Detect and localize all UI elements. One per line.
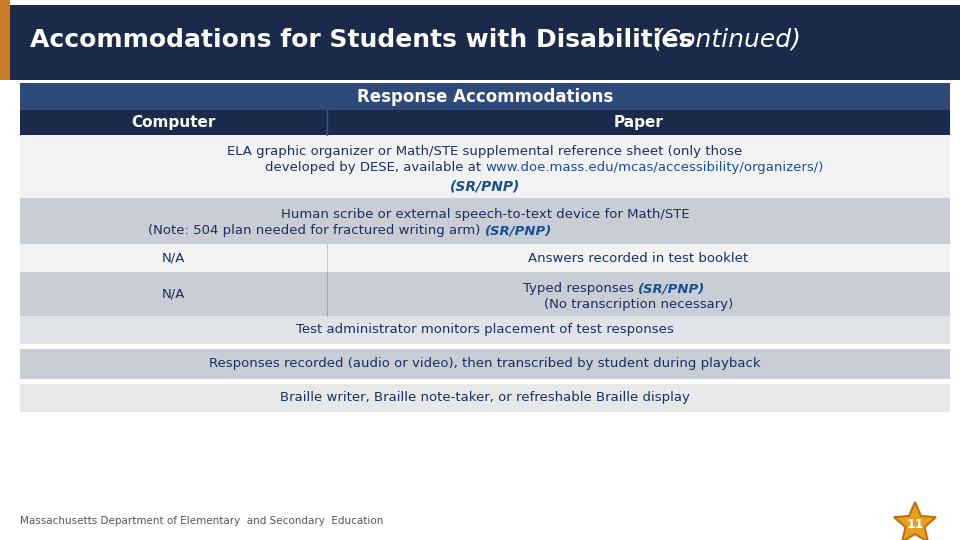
Text: Answers recorded in test booklet: Answers recorded in test booklet	[528, 252, 749, 265]
FancyBboxPatch shape	[20, 349, 950, 379]
Text: developed by DESE, available at: developed by DESE, available at	[265, 161, 485, 174]
FancyBboxPatch shape	[20, 272, 950, 316]
Text: ELA graphic organizer or Math/STE supplemental reference sheet (only those: ELA graphic organizer or Math/STE supple…	[228, 145, 743, 158]
Text: Paper: Paper	[613, 115, 663, 130]
Text: Test administrator monitors placement of test responses: Test administrator monitors placement of…	[296, 323, 674, 336]
Text: Response Accommodations: Response Accommodations	[357, 87, 613, 105]
Text: Massachusetts Department of Elementary  and Secondary  Education: Massachusetts Department of Elementary a…	[20, 516, 383, 526]
Text: (SR/PNP): (SR/PNP)	[485, 224, 552, 237]
Text: (No transcription necessary): (No transcription necessary)	[543, 298, 733, 311]
FancyBboxPatch shape	[0, 0, 10, 80]
FancyBboxPatch shape	[20, 110, 950, 135]
FancyBboxPatch shape	[20, 316, 950, 344]
FancyBboxPatch shape	[20, 83, 950, 110]
FancyBboxPatch shape	[20, 198, 950, 244]
Text: (Continued): (Continued)	[645, 28, 801, 52]
Text: Braille writer, Braille note-taker, or refreshable Braille display: Braille writer, Braille note-taker, or r…	[280, 392, 690, 404]
Text: N/A: N/A	[162, 287, 185, 300]
FancyBboxPatch shape	[10, 5, 960, 80]
FancyBboxPatch shape	[20, 244, 950, 272]
FancyBboxPatch shape	[20, 135, 950, 198]
Text: N/A: N/A	[162, 252, 185, 265]
Text: Responses recorded (audio or video), then transcribed by student during playback: Responses recorded (audio or video), the…	[209, 357, 761, 370]
Text: Accommodations for Students with Disabilities: Accommodations for Students with Disabil…	[30, 28, 693, 52]
Text: Computer: Computer	[132, 115, 216, 130]
Text: (SR/PNP): (SR/PNP)	[638, 282, 706, 295]
Text: (SR/PNP): (SR/PNP)	[450, 179, 520, 193]
Text: www.doe.mass.edu/mcas/accessibility/organizers/): www.doe.mass.edu/mcas/accessibility/orga…	[485, 161, 824, 174]
Text: Human scribe or external speech-to-text device for Math/STE: Human scribe or external speech-to-text …	[280, 208, 689, 221]
Text: Typed responses: Typed responses	[523, 282, 638, 295]
Polygon shape	[894, 502, 936, 540]
Text: (Note: 504 plan needed for fractured writing arm): (Note: 504 plan needed for fractured wri…	[149, 224, 485, 237]
FancyBboxPatch shape	[20, 384, 950, 412]
Text: 11: 11	[906, 518, 924, 531]
